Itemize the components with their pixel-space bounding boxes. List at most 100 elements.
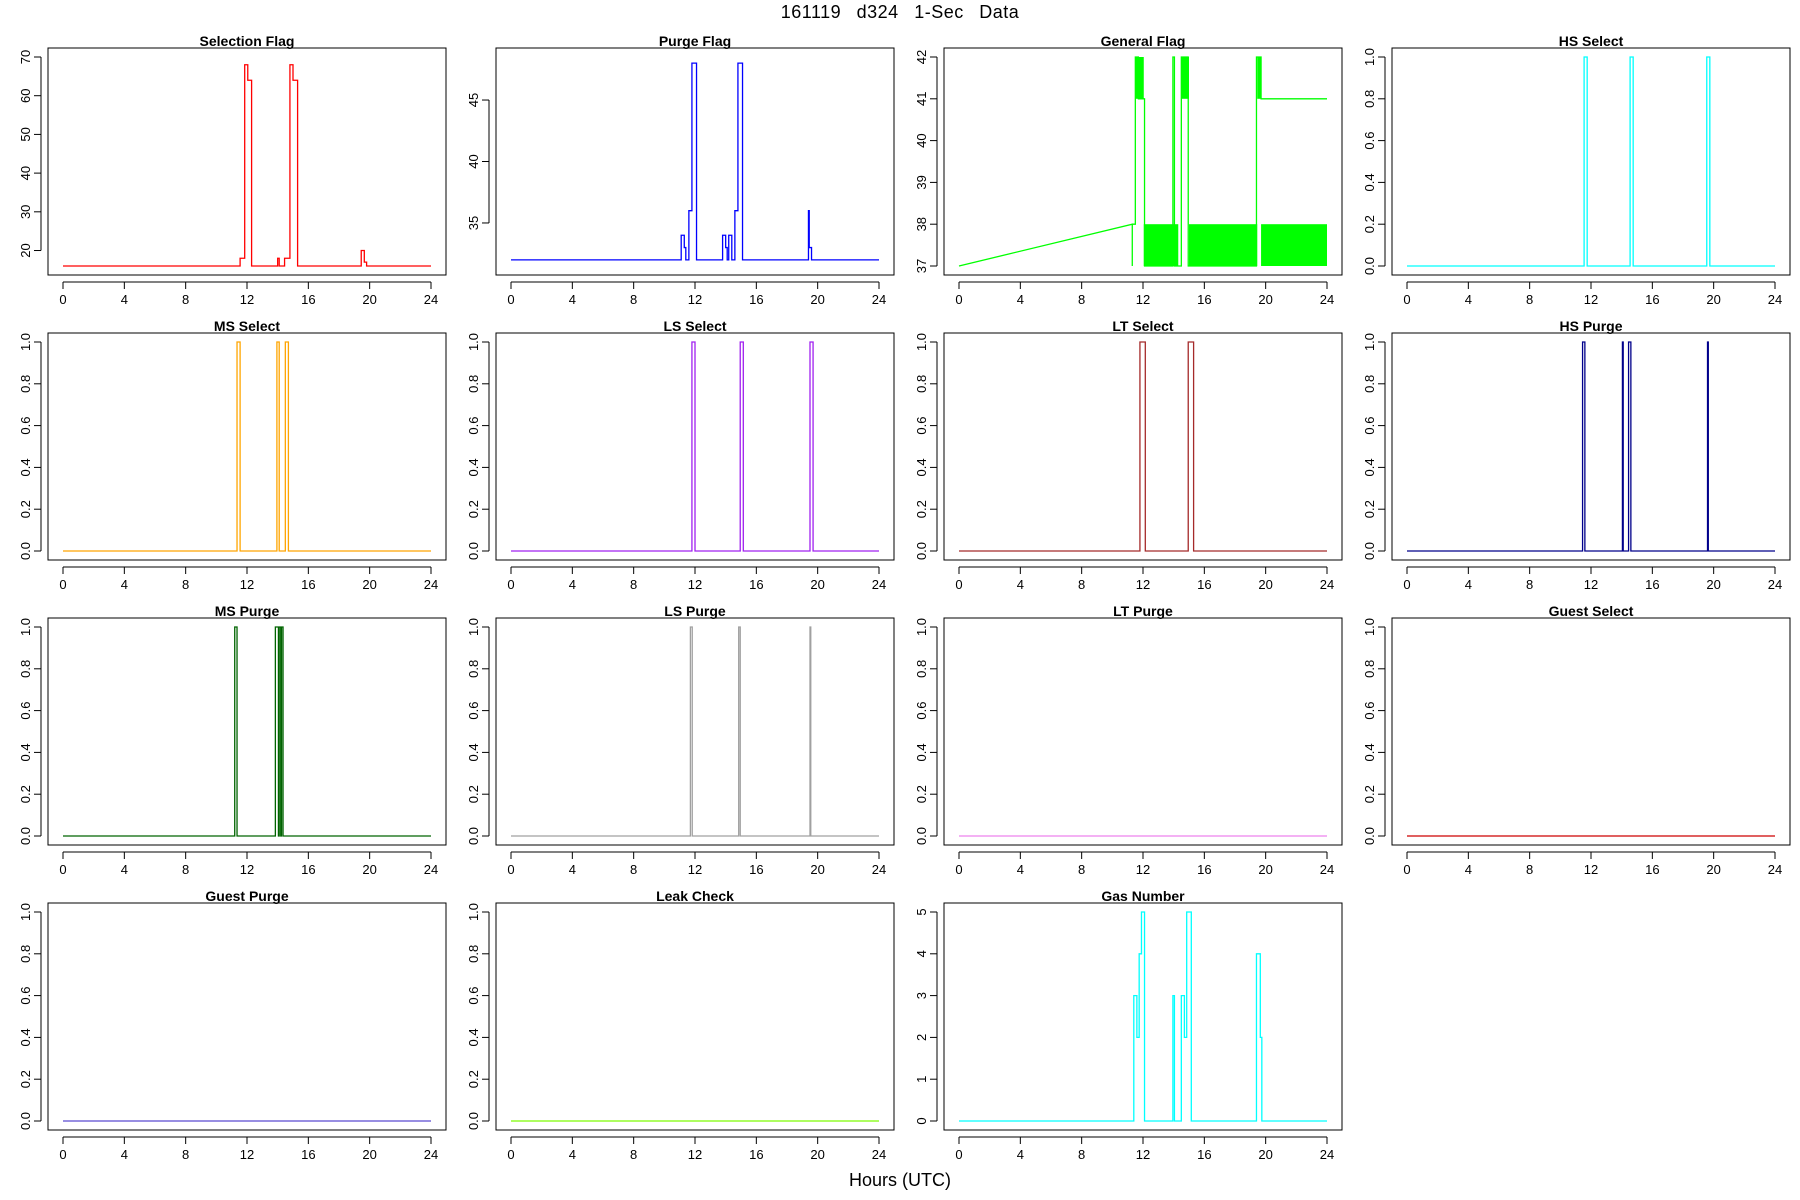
chart-panel: Guest Purge 0 4 8 12 16 20 24 0.0 0.2 0.4 0.6 0.8 1.0 bbox=[18, 888, 447, 1162]
y-tick-label: 0.0 bbox=[1362, 257, 1377, 275]
y-tick-label: 0.0 bbox=[466, 827, 481, 845]
plot-frame bbox=[495, 902, 895, 1131]
y-tick-label: 0.0 bbox=[1362, 542, 1377, 560]
x-tick-label: 20 bbox=[810, 1147, 824, 1162]
x-tick-label: 8 bbox=[182, 862, 189, 877]
y-tick-label: 1.0 bbox=[18, 618, 33, 636]
x-tick-label: 16 bbox=[749, 577, 763, 592]
chart-panel: HS Purge 0 4 8 12 16 20 24 0.0 0.2 0.4 0.6 0.8 1.0 bbox=[1362, 318, 1791, 592]
x-tick-label: 24 bbox=[1320, 577, 1334, 592]
x-tick-label: 4 bbox=[1017, 577, 1024, 592]
y-tick-label: 0.4 bbox=[18, 743, 33, 761]
chart-title: LT Purge bbox=[1113, 603, 1173, 619]
x-tick-label: 16 bbox=[749, 1147, 763, 1162]
x-tick-label: 20 bbox=[1258, 577, 1272, 592]
y-tick-label: 70 bbox=[18, 50, 33, 64]
y-tick-label: 0.6 bbox=[1362, 132, 1377, 150]
series-line bbox=[63, 341, 431, 552]
y-tick-label: 5 bbox=[914, 908, 929, 915]
y-tick-label: 0.8 bbox=[18, 945, 33, 963]
y-tick-label: 0.4 bbox=[18, 1028, 33, 1046]
y-tick-label: 40 bbox=[914, 133, 929, 147]
x-tick-label: 16 bbox=[301, 577, 315, 592]
chart-title: HS Select bbox=[1559, 33, 1624, 49]
x-tick-label: 4 bbox=[1465, 292, 1472, 307]
y-tick-label: 45 bbox=[466, 93, 481, 107]
y-tick-label: 0.8 bbox=[914, 375, 929, 393]
x-tick-label: 16 bbox=[1197, 1147, 1211, 1162]
y-tick-label: 1.0 bbox=[18, 903, 33, 921]
x-tick-label: 16 bbox=[1645, 577, 1659, 592]
x-tick-label: 8 bbox=[1078, 862, 1085, 877]
y-tick-label: 0.8 bbox=[18, 660, 33, 678]
x-tick-label: 20 bbox=[1706, 577, 1720, 592]
y-tick-label: 0.2 bbox=[1362, 500, 1377, 518]
series-line bbox=[959, 911, 1327, 1122]
y-tick-label: 1.0 bbox=[914, 333, 929, 351]
x-tick-label: 12 bbox=[688, 862, 702, 877]
x-tick-label: 0 bbox=[507, 1147, 514, 1162]
x-tick-label: 12 bbox=[1136, 1147, 1150, 1162]
x-tick-label: 20 bbox=[362, 577, 376, 592]
y-tick-label: 0.0 bbox=[18, 1112, 33, 1130]
chart-title: Selection Flag bbox=[200, 33, 295, 49]
plot-frame bbox=[943, 617, 1343, 846]
x-tick-label: 4 bbox=[569, 292, 576, 307]
y-tick-label: 0.6 bbox=[18, 987, 33, 1005]
x-tick-label: 0 bbox=[507, 577, 514, 592]
series-line bbox=[511, 341, 879, 552]
x-tick-label: 20 bbox=[1258, 862, 1272, 877]
chart-panel: LS Select 0 4 8 12 16 20 24 0.0 0.2 0.4 0.6 0.8 1.0 bbox=[466, 318, 895, 592]
series-line bbox=[959, 341, 1327, 552]
series-line bbox=[1407, 56, 1775, 267]
y-tick-label: 41 bbox=[914, 92, 929, 106]
y-tick-label: 39 bbox=[914, 175, 929, 189]
y-tick-label: 0.4 bbox=[914, 458, 929, 476]
x-tick-label: 12 bbox=[1584, 577, 1598, 592]
chart-panel: Guest Select 0 4 8 12 16 20 24 0.0 0.2 0.4 0.6 0.8 1.… bbox=[1362, 603, 1791, 877]
x-tick-label: 4 bbox=[121, 577, 128, 592]
x-tick-label: 12 bbox=[1136, 862, 1150, 877]
x-tick-label: 0 bbox=[507, 292, 514, 307]
y-tick-label: 0.2 bbox=[914, 785, 929, 803]
y-tick-label: 0.2 bbox=[914, 500, 929, 518]
y-tick-label: 0.8 bbox=[914, 660, 929, 678]
y-tick-label: 0.4 bbox=[466, 743, 481, 761]
x-tick-label: 0 bbox=[59, 292, 66, 307]
y-tick-label: 0.8 bbox=[1362, 660, 1377, 678]
x-tick-label: 4 bbox=[1017, 292, 1024, 307]
y-tick-label: 0.0 bbox=[1362, 827, 1377, 845]
y-tick-label: 42 bbox=[914, 50, 929, 64]
x-tick-label: 24 bbox=[872, 1147, 886, 1162]
x-tick-label: 4 bbox=[1017, 862, 1024, 877]
y-tick-label: 50 bbox=[18, 127, 33, 141]
y-tick-label: 0.4 bbox=[466, 1028, 481, 1046]
chart-title: MS Purge bbox=[215, 603, 280, 619]
y-tick-label: 0 bbox=[914, 1117, 929, 1124]
y-tick-label: 0.6 bbox=[466, 987, 481, 1005]
y-tick-label: 0.2 bbox=[18, 1070, 33, 1088]
y-tick-label: 40 bbox=[18, 166, 33, 180]
series-line bbox=[511, 626, 879, 837]
x-tick-label: 12 bbox=[1136, 577, 1150, 592]
x-tick-label: 4 bbox=[569, 862, 576, 877]
x-tick-label: 16 bbox=[1197, 292, 1211, 307]
x-tick-label: 8 bbox=[1078, 577, 1085, 592]
chart-title: Guest Purge bbox=[205, 888, 288, 904]
x-tick-label: 4 bbox=[121, 1147, 128, 1162]
y-tick-label: 0.6 bbox=[466, 417, 481, 435]
x-tick-label: 24 bbox=[1768, 862, 1782, 877]
y-tick-label: 0.8 bbox=[1362, 90, 1377, 108]
y-tick-label: 35 bbox=[466, 216, 481, 230]
x-tick-label: 24 bbox=[1320, 862, 1334, 877]
y-tick-label: 38 bbox=[914, 217, 929, 231]
y-tick-label: 0.2 bbox=[466, 785, 481, 803]
y-tick-label: 0.0 bbox=[18, 827, 33, 845]
y-tick-label: 30 bbox=[18, 205, 33, 219]
chart-title: Purge Flag bbox=[659, 33, 731, 49]
y-tick-label: 0.2 bbox=[466, 1070, 481, 1088]
x-tick-label: 12 bbox=[688, 1147, 702, 1162]
plot-frame bbox=[47, 47, 447, 276]
x-tick-label: 24 bbox=[1320, 292, 1334, 307]
